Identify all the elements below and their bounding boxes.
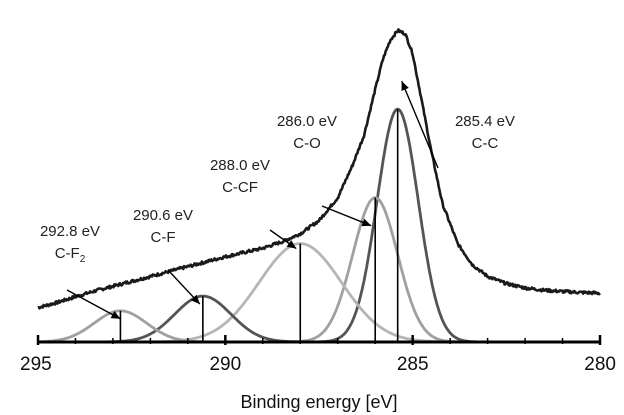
peak-energy-label-ccf: 288.0 eV <box>210 157 270 174</box>
annotation-arrows-group <box>66 80 439 320</box>
x-tick-label: 285 <box>397 354 429 375</box>
peak-energy-label-cc: 285.4 eV <box>455 113 515 130</box>
annotation-arrow-cc <box>401 80 439 169</box>
peak-markers-group <box>119 109 399 342</box>
peak-labels-group: 292.8 eV C-F2 290.6 eV C-F 288.0 eV C-CF 286.0… <box>40 113 515 265</box>
annotation-arrowhead-cf2 <box>110 311 121 319</box>
envelope-group <box>37 28 601 310</box>
peak-bond-label-cc: C-C <box>472 135 499 152</box>
peak-energy-label-co: 286.0 eV <box>277 113 337 130</box>
x-tick-label: 290 <box>209 354 241 375</box>
annotation-arrowhead-co <box>361 218 372 227</box>
peak-bond-label-cf2: C-F2 <box>55 245 86 265</box>
annotation-arrowhead-cc <box>401 81 409 91</box>
peak-bond-label-cf: C-F <box>151 229 176 246</box>
x-tick-label: 280 <box>584 354 616 375</box>
annotation-arrowhead-cf <box>190 294 200 305</box>
x-axis-ticks: 295 290 285 280 <box>20 335 616 375</box>
peak-bond-label-ccf: C-CF <box>222 179 258 196</box>
envelope-curve <box>37 28 601 310</box>
peak-bond-label-co: C-O <box>293 135 321 152</box>
peak-energy-label-cf2: 292.8 eV <box>40 223 100 240</box>
annotation-arrow-cf2 <box>66 289 121 320</box>
x-tick-label: 295 <box>20 354 52 375</box>
annotation-arrowhead-ccf <box>286 240 297 249</box>
component-curve-ccf <box>37 242 601 344</box>
peak-energy-label-cf: 290.6 eV <box>133 207 193 224</box>
x-axis-title: Binding energy [eV] <box>240 392 397 412</box>
